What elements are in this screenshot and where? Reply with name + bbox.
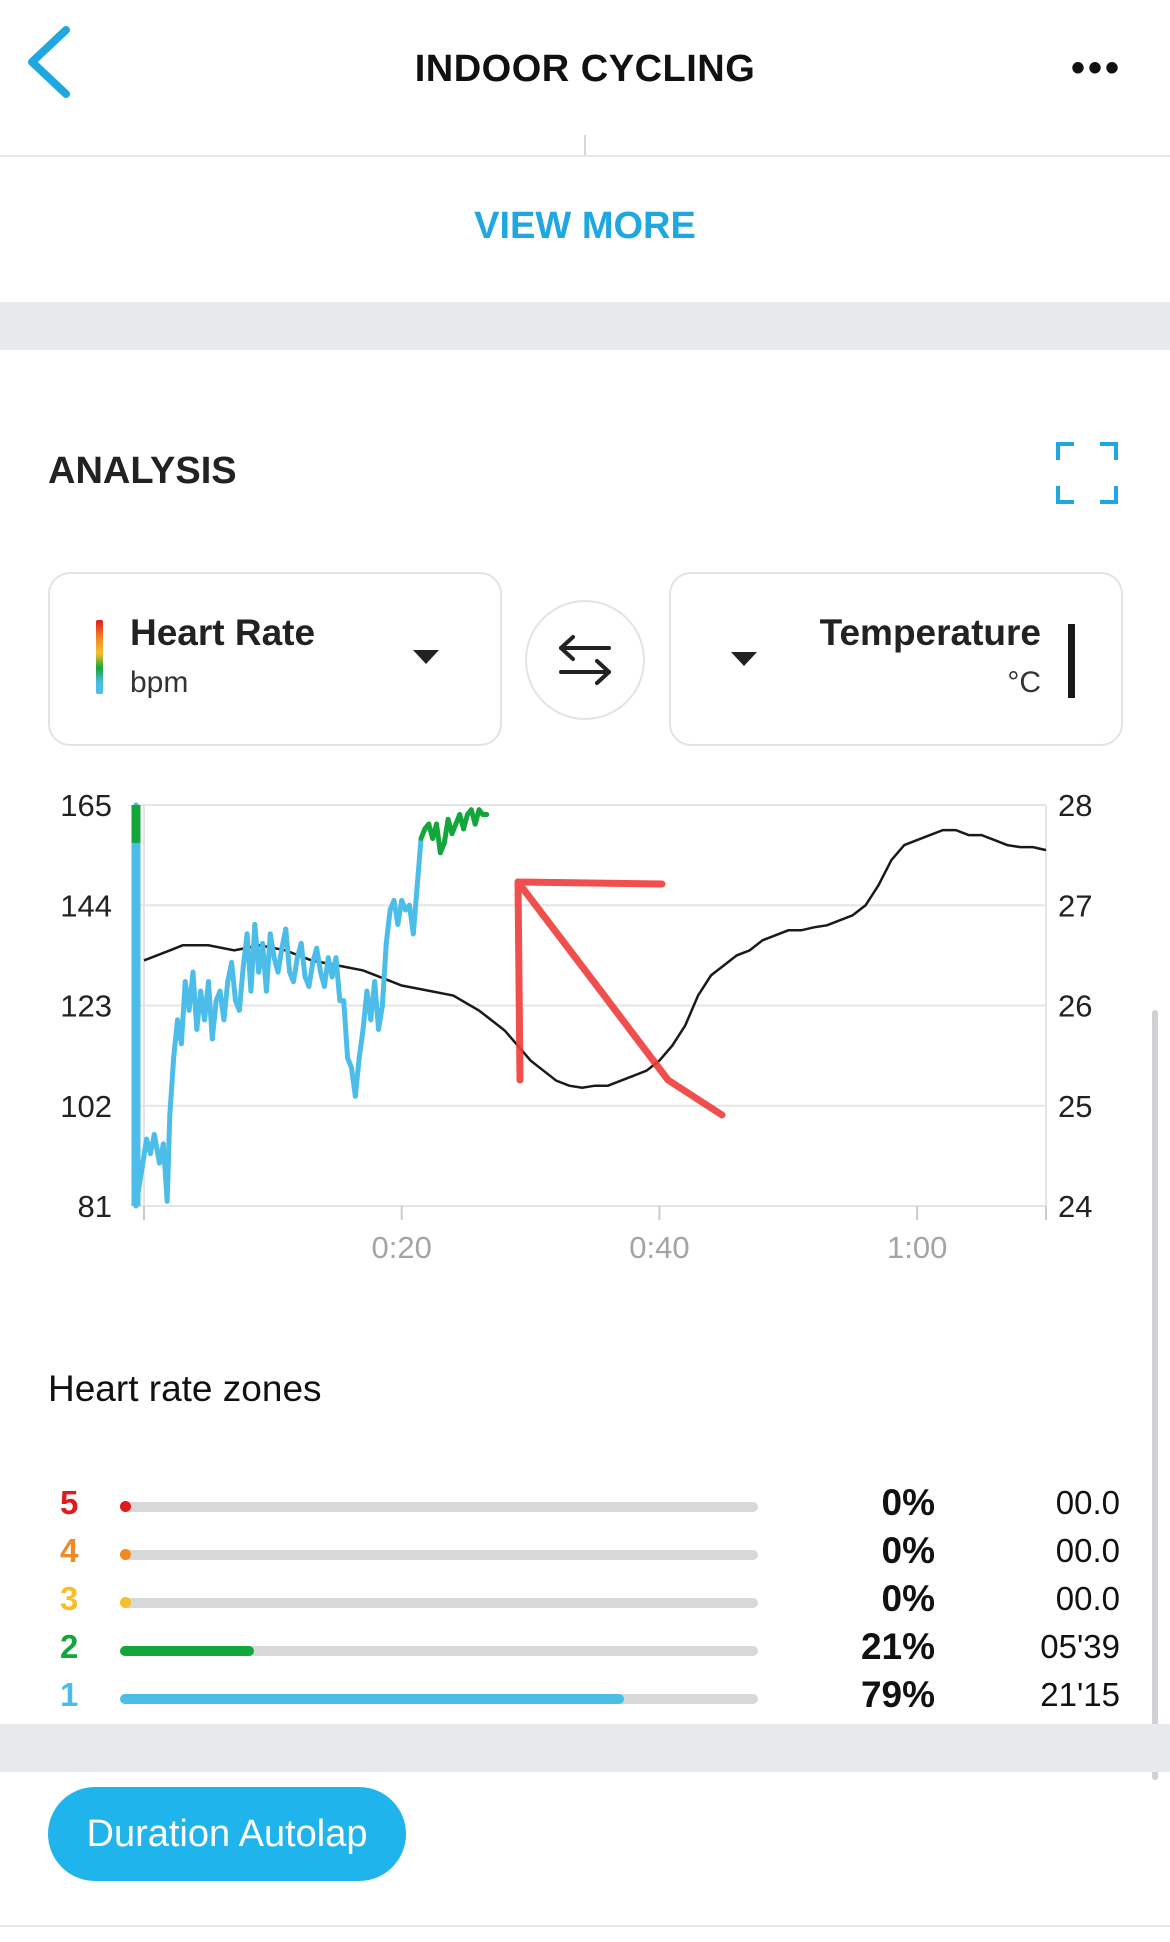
left-metric-name: Heart Rate [130,612,316,653]
view-more-link[interactable]: VIEW MORE [474,205,696,247]
temperature-series-line [143,828,1047,1089]
heart-rate-series-segment [410,883,420,937]
y-right-tick-label: 27 [1058,888,1092,923]
zone-percent: 0% [881,1578,935,1619]
x-tick-label: 0:20 [372,1230,432,1265]
heart-rate-series-segment [164,1112,173,1204]
right-metric-unit: °C [1007,666,1041,699]
zone-percent: 0% [881,1530,935,1571]
zone-bar-dot [120,1549,131,1560]
zone-number: 1 [60,1676,79,1713]
right-metric-name: Temperature [819,612,1041,653]
dropdown-arrow-icon [413,650,439,664]
zone-bar-fill [120,1694,625,1704]
heart-rate-series-segment [352,1055,362,1099]
hr-zones-title: Heart rate zones [48,1368,322,1409]
zone-bar-track [120,1550,758,1560]
heart-rate-series-segment [333,955,343,1004]
back-chevron-icon[interactable] [20,22,80,102]
zone-time: 21'15 [1040,1676,1120,1713]
zone-number: 5 [60,1484,79,1521]
zone-bar-track [120,1598,758,1608]
zone-percent: 0% [881,1482,935,1523]
scrollbar[interactable] [1152,1010,1158,1780]
hr-zone-row: 3 0% 00.0 [0,1578,1170,1624]
heart-rate-series-segment [229,960,238,1004]
swap-metrics-button[interactable] [525,600,645,720]
heart-rate-series-segment [379,940,389,1008]
zone-percent: 21% [860,1626,935,1667]
swap-arrows-icon [559,635,611,685]
x-tick-label: 1:00 [887,1230,947,1265]
zone-percent: 79% [860,1674,935,1715]
y-right-tick-label: 24 [1058,1189,1092,1224]
heart-rate-series-segment [290,955,300,985]
y-right-tick-label: 26 [1058,989,1092,1024]
zone-time: 00.0 [1055,1580,1120,1617]
y-left-tick-label: 81 [78,1189,112,1224]
section-divider [0,1724,1170,1772]
temperature-line-legend-icon [1068,624,1075,698]
y-left-tick-label: 102 [60,1089,112,1124]
zone-time: 00.0 [1055,1484,1120,1521]
heart-rate-series-segment [341,998,351,1061]
heart-rate-series-segment [383,907,393,946]
divider [584,135,586,155]
hr-zone-row: 1 79% 21'15 [0,1674,1170,1720]
x-tick-label: 0:40 [629,1230,689,1265]
heart-rate-series-segment [267,931,277,961]
hr-zone-row: 5 0% 00.0 [0,1482,1170,1528]
zone-bar-track [120,1646,758,1656]
duration-autolap-button[interactable]: Duration Autolap [48,1787,406,1881]
dropdown-arrow-icon [731,652,757,666]
heart-rate-series-segment [306,960,316,989]
heart-rate-series-segment [376,1003,385,1032]
hr-zone-row: 4 0% 00.0 [0,1530,1170,1576]
heart-rate-series-segment [283,926,293,975]
zone-bar-track [120,1502,758,1512]
page-title: INDOOR CYCLING [414,48,756,90]
zone-bar-fill [120,1646,254,1656]
zone-number: 3 [60,1580,79,1617]
heart-rate-series-segment [356,1026,366,1061]
analysis-title: ANALYSIS [48,450,237,492]
heart-rate-series-segment [275,945,285,975]
zone-time: 00.0 [1055,1532,1120,1569]
zone-time: 05'39 [1040,1628,1120,1665]
top-bar [0,0,1170,157]
heart-rate-series-segment [167,1055,177,1118]
heart-rate-series-segment [236,964,246,1013]
zone-bar-dot [120,1597,131,1608]
more-options-icon[interactable]: ••• [1070,46,1122,90]
heart-rate-series-segment [414,835,424,889]
heart-rate-series-segment [221,979,231,1023]
y-right-tick-label: 28 [1058,788,1092,823]
heart-rate-series-segment [209,998,219,1042]
y-left-tick-label: 165 [60,788,112,823]
zone-number: 4 [60,1532,79,1569]
hr-zone-gradient-icon [96,620,103,694]
heart-rate-series-segment [314,945,324,975]
red-arrow-annotation [514,878,726,1119]
y-right-tick-label: 25 [1058,1089,1092,1124]
divider [0,1925,1170,1927]
zone-number: 2 [60,1628,79,1665]
heart-rate-series-segment [298,940,308,980]
left-metric-selector[interactable]: Heart Rate bpm [48,572,502,746]
right-metric-selector[interactable]: Temperature °C [669,572,1123,746]
section-divider [0,302,1170,350]
hr-zone-row: 2 21% 05'39 [0,1626,1170,1672]
zone-bar-dot [120,1501,131,1512]
y-left-tick-label: 123 [60,989,112,1024]
y-left-tick-label: 144 [60,888,112,923]
fullscreen-icon[interactable] [1056,442,1118,504]
analysis-chart[interactable]: 165 144 123 102 81 28 27 26 25 24 0:20 0:40 1:00 [0,780,1170,1280]
left-metric-unit: bpm [130,666,189,699]
